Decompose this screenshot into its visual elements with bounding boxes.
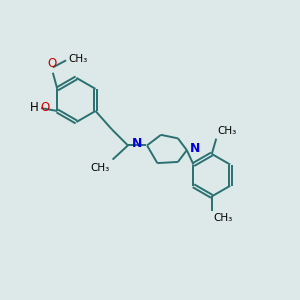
Text: H: H [30,101,39,114]
Text: N: N [190,142,201,155]
Text: O: O [48,57,57,70]
Text: CH₃: CH₃ [218,126,237,136]
Text: CH₃: CH₃ [68,54,87,64]
Text: CH₃: CH₃ [90,163,110,173]
Text: N: N [132,136,142,150]
Text: CH₃: CH₃ [213,213,232,223]
Text: O: O [40,101,50,114]
